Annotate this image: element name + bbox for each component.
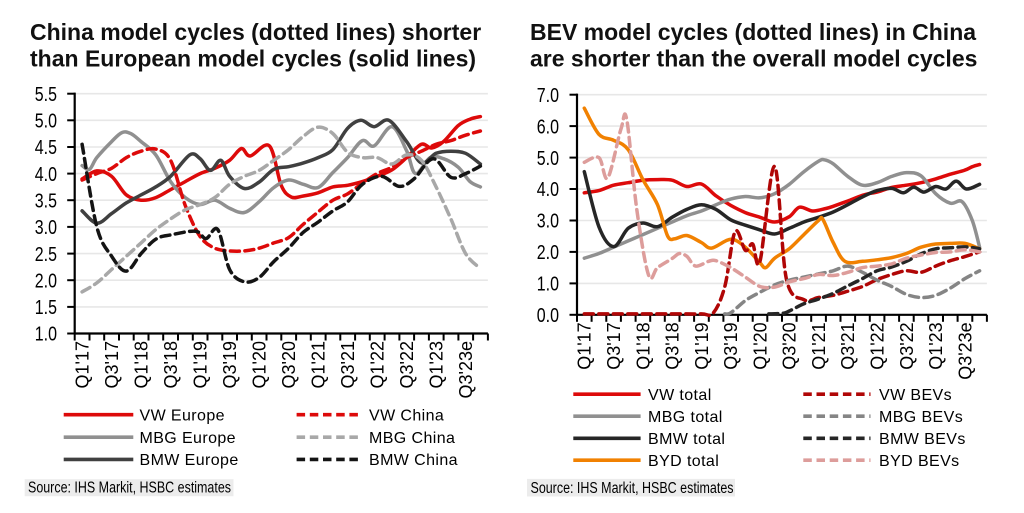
- svg-text:Q3'20: Q3'20: [780, 322, 800, 369]
- svg-text:BMW China: BMW China: [369, 452, 458, 469]
- svg-text:are shorter than the overall m: are shorter than the overall model cycle…: [530, 46, 977, 72]
- svg-text:Q1'21: Q1'21: [809, 322, 829, 369]
- svg-text:VW China: VW China: [369, 407, 444, 424]
- svg-text:3.0: 3.0: [537, 211, 559, 233]
- svg-text:Q3'23e: Q3'23e: [456, 341, 476, 398]
- svg-text:VW Europe: VW Europe: [140, 407, 225, 424]
- svg-text:Source: IHS Markit, HSBC estim: Source: IHS Markit, HSBC estimates: [28, 480, 231, 497]
- svg-text:Q3'20: Q3'20: [279, 341, 299, 388]
- svg-text:4.0: 4.0: [537, 179, 559, 201]
- svg-text:China model cycles (dotted lin: China model cycles (dotted lines) shorte…: [30, 19, 481, 45]
- svg-text:0.0: 0.0: [537, 305, 559, 327]
- svg-text:Q3'21: Q3'21: [838, 322, 858, 369]
- svg-text:BYD BEVs: BYD BEVs: [879, 453, 960, 470]
- svg-text:Q1'19: Q1'19: [692, 322, 712, 369]
- svg-text:5.0: 5.0: [35, 111, 57, 133]
- svg-text:BMW Europe: BMW Europe: [140, 452, 239, 469]
- svg-text:Q3'18: Q3'18: [161, 341, 181, 388]
- svg-text:7.0: 7.0: [537, 85, 559, 107]
- svg-text:2.0: 2.0: [35, 270, 57, 292]
- svg-text:3.0: 3.0: [35, 217, 57, 239]
- svg-text:2.0: 2.0: [537, 242, 559, 264]
- svg-text:Q1'23: Q1'23: [926, 322, 946, 369]
- svg-text:MBG BEVs: MBG BEVs: [879, 409, 963, 426]
- svg-text:MBG total: MBG total: [648, 409, 723, 426]
- svg-text:Q1'19: Q1'19: [191, 341, 211, 388]
- svg-text:Q3'22: Q3'22: [397, 341, 417, 388]
- svg-text:Q1'18: Q1'18: [633, 322, 653, 369]
- svg-text:Q1'20: Q1'20: [750, 322, 770, 369]
- svg-text:BMW BEVs: BMW BEVs: [879, 431, 966, 448]
- svg-text:Q1'17: Q1'17: [73, 341, 93, 388]
- svg-text:BYD total: BYD total: [648, 453, 719, 470]
- svg-text:1.5: 1.5: [35, 297, 57, 319]
- svg-text:3.5: 3.5: [35, 190, 57, 212]
- svg-text:Q3'19: Q3'19: [220, 341, 240, 388]
- svg-text:Q3'21: Q3'21: [338, 341, 358, 388]
- svg-text:6.0: 6.0: [537, 116, 559, 138]
- svg-text:MBG Europe: MBG Europe: [140, 430, 236, 447]
- svg-text:5.5: 5.5: [35, 84, 57, 106]
- svg-text:Q3'17: Q3'17: [604, 322, 624, 369]
- svg-text:Q3'22: Q3'22: [897, 322, 917, 369]
- svg-text:Q1'22: Q1'22: [368, 341, 388, 388]
- svg-text:Q3'18: Q3'18: [663, 322, 683, 369]
- svg-text:BMW total: BMW total: [648, 431, 725, 448]
- svg-text:BEV model cycles (dotted lines: BEV model cycles (dotted lines) in China: [530, 19, 976, 45]
- svg-text:VW BEVs: VW BEVs: [879, 387, 952, 404]
- svg-text:5.0: 5.0: [537, 148, 559, 170]
- svg-text:Q1'23: Q1'23: [427, 341, 447, 388]
- svg-text:Q1'18: Q1'18: [132, 341, 152, 388]
- svg-text:Q3'23e: Q3'23e: [955, 322, 975, 379]
- svg-text:VW total: VW total: [648, 387, 712, 404]
- svg-text:2.5: 2.5: [35, 244, 57, 266]
- svg-text:Q1'20: Q1'20: [250, 341, 270, 388]
- svg-text:Q1'22: Q1'22: [868, 322, 888, 369]
- svg-text:Source: IHS Markit, HSBC estim: Source: IHS Markit, HSBC estimates: [531, 480, 734, 497]
- svg-text:Q1'21: Q1'21: [309, 341, 329, 388]
- svg-text:1.0: 1.0: [35, 324, 57, 346]
- svg-text:than European model cycles (so: than European model cycles (solid lines): [30, 46, 476, 72]
- svg-text:Q1'17: Q1'17: [575, 322, 595, 369]
- svg-text:4.5: 4.5: [35, 137, 57, 159]
- svg-text:MBG China: MBG China: [369, 430, 455, 447]
- svg-text:1.0: 1.0: [537, 274, 559, 296]
- svg-text:Q3'19: Q3'19: [721, 322, 741, 369]
- svg-text:Q3'17: Q3'17: [102, 341, 122, 388]
- svg-text:4.0: 4.0: [35, 164, 57, 186]
